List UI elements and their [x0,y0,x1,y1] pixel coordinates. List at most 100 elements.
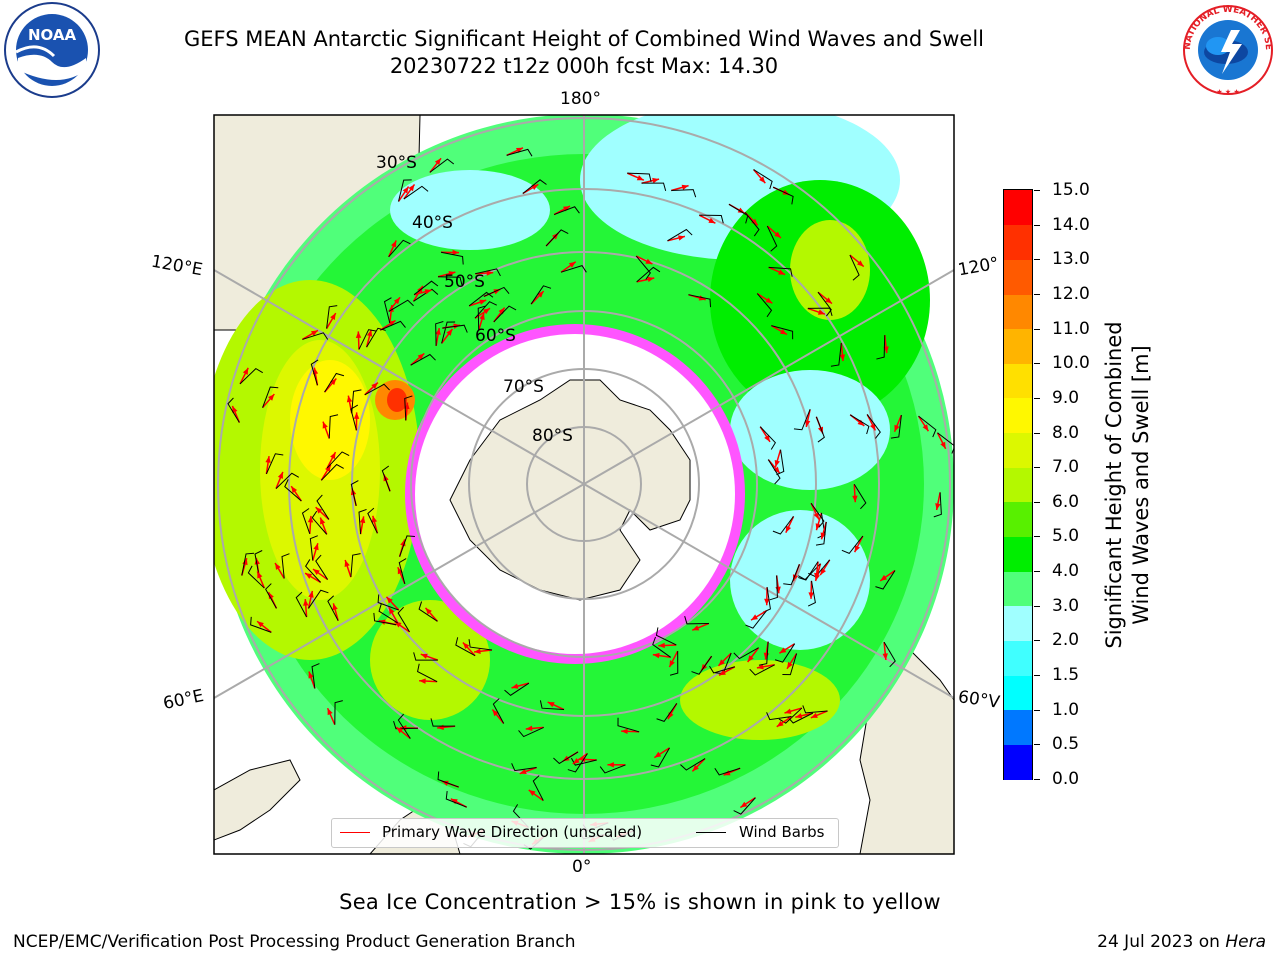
wind-barb [437,771,459,788]
wave-arrow-head [894,424,900,432]
colorbar-tick [1034,432,1040,434]
wave-arrow-head [291,486,298,494]
wind-barb [437,276,463,286]
wave-arrow-head [232,405,238,413]
wave-arrow-head [740,801,748,808]
wind-barb [474,301,497,319]
legend: Primary Wave Direction (unscaled) Wind B… [331,818,839,848]
wind-barb [350,404,359,431]
wave-arrow-head [773,466,780,474]
wind-barb [553,751,579,765]
wave-arrow-head [839,354,846,362]
wind-barb [366,327,386,348]
wind-barb [455,637,476,657]
wind-barb [617,717,640,733]
wave-arrow-head [353,412,360,419]
wave-arrow-head [677,235,685,241]
wind-barb [247,565,265,589]
colorbar-tick-label: 3.0 [1052,595,1080,616]
wind-barb [778,707,803,724]
wind-barb [830,343,842,367]
wave-arrow-head [313,543,319,551]
wind-barb [351,389,362,414]
wind-barb [250,616,272,633]
lat-label-70s: 70°S [503,377,544,397]
wind-barb [849,254,860,281]
wave-arrow-head [483,308,491,315]
wave-arrow-head [652,652,660,659]
wind-barb [388,299,414,312]
wave-arrow-head [330,378,337,386]
wind-barb [227,397,240,423]
wind-barb [733,797,756,815]
wave-arrow-head [692,625,700,631]
colorbar-tick-label: 1.5 [1052,665,1080,686]
wind-barb [680,758,706,771]
wave-arrow-head [322,421,328,429]
wind-barb [518,726,544,738]
colorbar-tick-label: 13.0 [1052,249,1090,270]
colorbar-segment [1004,744,1032,780]
wind-barb [326,451,350,469]
wind-barb [320,463,344,481]
colorbar-tick [1034,363,1040,365]
colorbar-tick-label: 12.0 [1052,283,1090,304]
wave-arrow-head [817,309,825,315]
wave-arrow-head [408,184,415,192]
wave-arrow-head [386,596,393,604]
wave-arrow-head [792,574,799,582]
wind-barb [281,553,290,579]
wind-barb [398,179,412,202]
wind-barb [275,472,300,489]
wave-arrow-head [308,590,314,598]
wind-barb [413,288,439,302]
wave-arrow-head [880,574,888,581]
wind-barb [367,507,378,534]
wind-barb [933,492,942,518]
wind-barb [782,653,798,676]
wave-arrow-head [759,176,766,184]
wave-arrow-head [425,607,432,615]
wind-barb [937,432,954,454]
wind-barb [403,185,429,200]
wave-arrow-head [371,382,378,389]
colorbar-tick-label: 0.5 [1052,734,1080,755]
wind-barb [475,268,501,277]
wind-barb [492,698,505,724]
wave-arrow-head [940,441,946,449]
wind-barb [553,206,580,216]
wave-arrow-head [774,231,781,238]
wind-barb [875,570,896,590]
wave-arrow-head [419,678,426,684]
wind-barb [769,575,778,601]
wind-barb [776,449,785,476]
wave-arrow-head [446,328,453,336]
colorbar-tick-label: 15.0 [1052,180,1090,200]
wave-arrow-head [857,260,864,267]
wave-arrow-head [935,503,941,511]
wind-barb [441,321,456,344]
wind-barb [311,510,328,535]
wave-arrow-head [330,452,336,460]
wind-barb [326,305,338,329]
colorbar-segment [1004,328,1032,364]
wave-arrow-head [814,572,820,580]
wind-barb [265,453,284,475]
wind-barb [358,508,367,535]
wave-arrow-head [681,184,689,191]
wave-arrow-head [268,394,275,401]
colorbar-title-line1: Significant Height of Combined [1102,321,1126,649]
colorbar-tick-label: 9.0 [1052,387,1080,408]
svg-text:★ ★ ★: ★ ★ ★ [1216,88,1239,96]
wave-arrow-head [435,328,441,335]
wind-barb [393,721,418,730]
wind-barb [429,158,455,173]
wave-arrow-head [396,727,404,734]
lat-label-80s: 80°S [532,426,573,446]
wind-barb [377,594,399,611]
nws-logo: NATIONAL WEATHER SERVICE ★ ★ ★ [1176,0,1274,96]
wave-arrow-head [486,270,494,276]
wind-barb [817,291,832,317]
wind-barb [380,320,406,331]
colorbar-tick [1034,709,1040,711]
